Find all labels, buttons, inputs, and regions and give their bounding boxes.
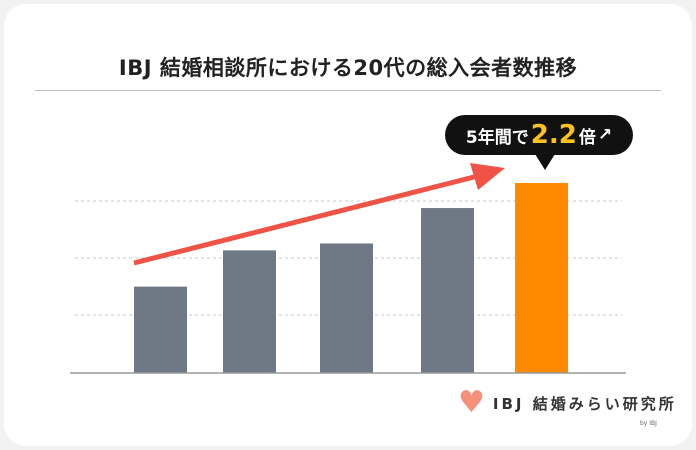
- heart-icon: ♥: [458, 385, 485, 420]
- bar: [134, 286, 187, 373]
- logo: ♥ IBJ 結婚みらい研究所: [458, 388, 677, 418]
- chart-title: IBJ 結婚相談所における20代の総入会者数推移: [118, 56, 578, 80]
- callout-suffix: 倍: [578, 127, 596, 148]
- callout-prefix: 5年間で: [465, 127, 529, 148]
- bar: [320, 243, 373, 373]
- trend-arrow-line: [133, 173, 479, 266]
- bar: [515, 183, 568, 373]
- up-arrow-icon: ↗: [597, 125, 613, 145]
- title-divider: [35, 90, 661, 91]
- logo-by: by IBJ: [640, 420, 657, 427]
- bar: [421, 208, 474, 373]
- bar: [223, 250, 276, 373]
- logo-text: IBJ 結婚みらい研究所: [492, 394, 677, 413]
- trend-arrow-head: [470, 163, 505, 190]
- callout-bubble: 5年間で 2.2 倍 ↗: [445, 115, 633, 170]
- callout-value: 2.2: [530, 120, 577, 150]
